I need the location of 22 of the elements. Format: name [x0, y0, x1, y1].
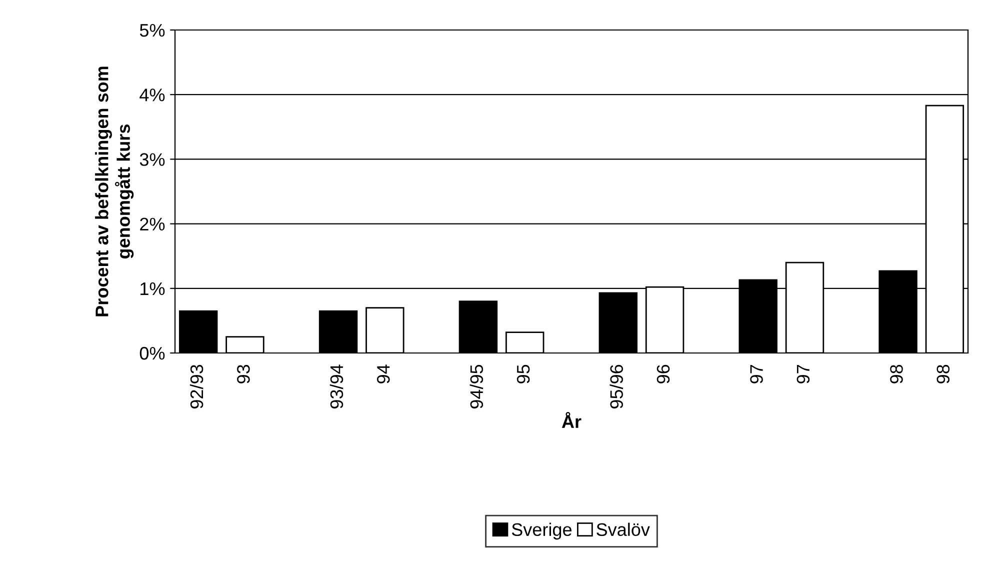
x-tick-label: 98: [890, 364, 903, 384]
x-tick-label: 93: [237, 364, 250, 384]
x-tick-label: 98: [936, 364, 950, 384]
x-tick-label: 97: [796, 365, 810, 384]
x-tick-label: 93/94: [330, 364, 344, 408]
x-tick-label: 92/93: [190, 364, 204, 408]
x-tick-label: 96: [656, 364, 670, 384]
x-tick-label: 95: [516, 364, 530, 384]
y-tick-label: 3%: [140, 153, 165, 166]
legend-label: Sverige: [512, 522, 572, 540]
y-tick-label: 0%: [140, 346, 165, 360]
x-tick-label: 94: [376, 364, 390, 384]
y-axis-title: Procent av befolkningen som genomgått kurs: [95, 66, 134, 316]
y-tick-label: 5%: [140, 24, 165, 37]
x-axis-title: År: [562, 412, 582, 428]
y-tick-label: 2%: [140, 218, 165, 230]
y-tick-label: 1%: [140, 282, 165, 296]
x-tick-label: 94/95: [470, 364, 484, 408]
x-tick-label: 95/96: [610, 364, 623, 408]
legend-label: Svalöv: [596, 522, 650, 536]
x-tick-label: 97: [750, 365, 763, 384]
y-tick-label: 4%: [140, 88, 165, 102]
